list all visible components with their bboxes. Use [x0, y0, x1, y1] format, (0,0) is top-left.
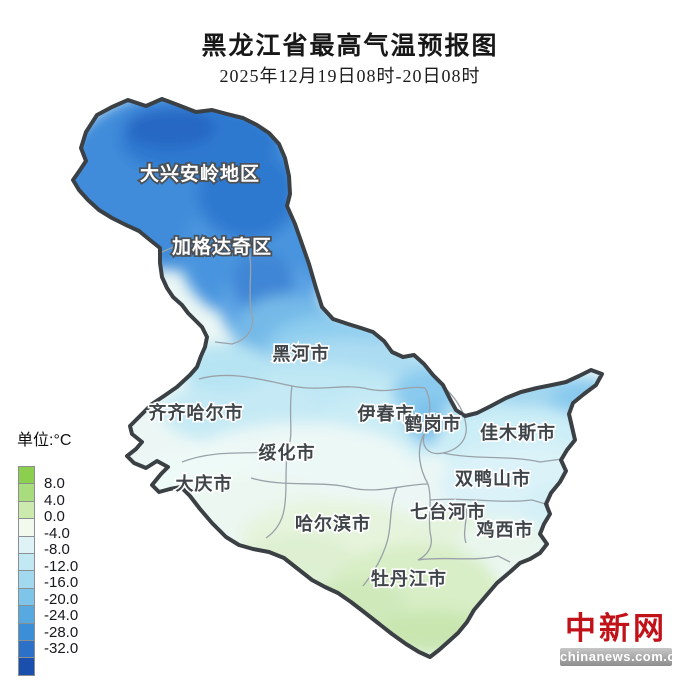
legend-color-bar — [18, 466, 35, 676]
region-label: 双鸭山市 — [455, 468, 531, 489]
legend-color-cell — [19, 519, 34, 537]
legend-color-cell — [19, 484, 34, 502]
region-label: 加格达奇区 — [171, 235, 272, 258]
legend-value: 0.0 — [44, 508, 65, 525]
chinanews-watermark: 中新网 chinanews.com.cn — [560, 610, 684, 667]
region-labels: 大兴安岭地区 加格达奇区 黑河市 齐齐哈尔市 伊春市 鹤岗市 佳木斯市 绥化市 … — [138, 160, 556, 590]
region-label: 牡丹江市 — [371, 568, 447, 589]
region-label: 鸡西市 — [476, 519, 534, 540]
legend-color-cell — [19, 640, 34, 659]
legend-value: -28.0 — [44, 624, 79, 641]
region-label: 齐齐哈尔市 — [149, 402, 244, 423]
chinanews-logo: 中新网 — [565, 611, 667, 646]
legend-value: -32.0 — [44, 640, 79, 657]
legend-value: -16.0 — [44, 574, 79, 591]
legend-color-cell — [19, 658, 34, 675]
legend-value: -20.0 — [44, 591, 79, 608]
legend-value: -4.0 — [44, 525, 70, 542]
legend-color-cell — [19, 467, 34, 485]
region-label: 七台河市 — [410, 501, 486, 522]
page-title: 黑龙江省最高气温预报图 — [201, 32, 499, 60]
temperature-legend: 单位:°C 8.0 4.0 0.0 -4.0 -8.0 -12.0 — [14, 426, 124, 682]
legend-value: 8.0 — [44, 475, 65, 492]
legend-color-cell — [19, 588, 34, 607]
legend-unit-label: 单位:°C — [17, 432, 72, 449]
forecast-period: 2025年12月19日08时-20日08时 — [219, 66, 481, 86]
legend-color-cell — [19, 606, 34, 624]
legend-color-cell — [19, 553, 34, 572]
legend-value: 4.0 — [44, 492, 65, 509]
legend-color-cell — [19, 501, 34, 520]
region-label: 伊春市 — [357, 403, 415, 424]
legend-color-cell — [19, 571, 34, 589]
legend-value: -12.0 — [44, 558, 79, 575]
region-label: 佳木斯市 — [480, 422, 556, 443]
legend-value: -24.0 — [44, 607, 79, 624]
region-label: 绥化市 — [259, 442, 316, 463]
chinanews-url: chinanews.com.cn — [560, 648, 684, 667]
region-label: 大庆市 — [176, 473, 233, 494]
province-border — [71, 97, 604, 659]
legend-color-cell — [19, 536, 34, 554]
region-label: 黑河市 — [273, 343, 330, 364]
legend-value: -8.0 — [44, 541, 70, 558]
legend-color-cell — [19, 623, 34, 641]
region-label: 鹤岗市 — [405, 413, 462, 434]
region-label: 大兴安岭地区 — [140, 162, 260, 185]
region-label: 哈尔滨市 — [295, 513, 371, 534]
